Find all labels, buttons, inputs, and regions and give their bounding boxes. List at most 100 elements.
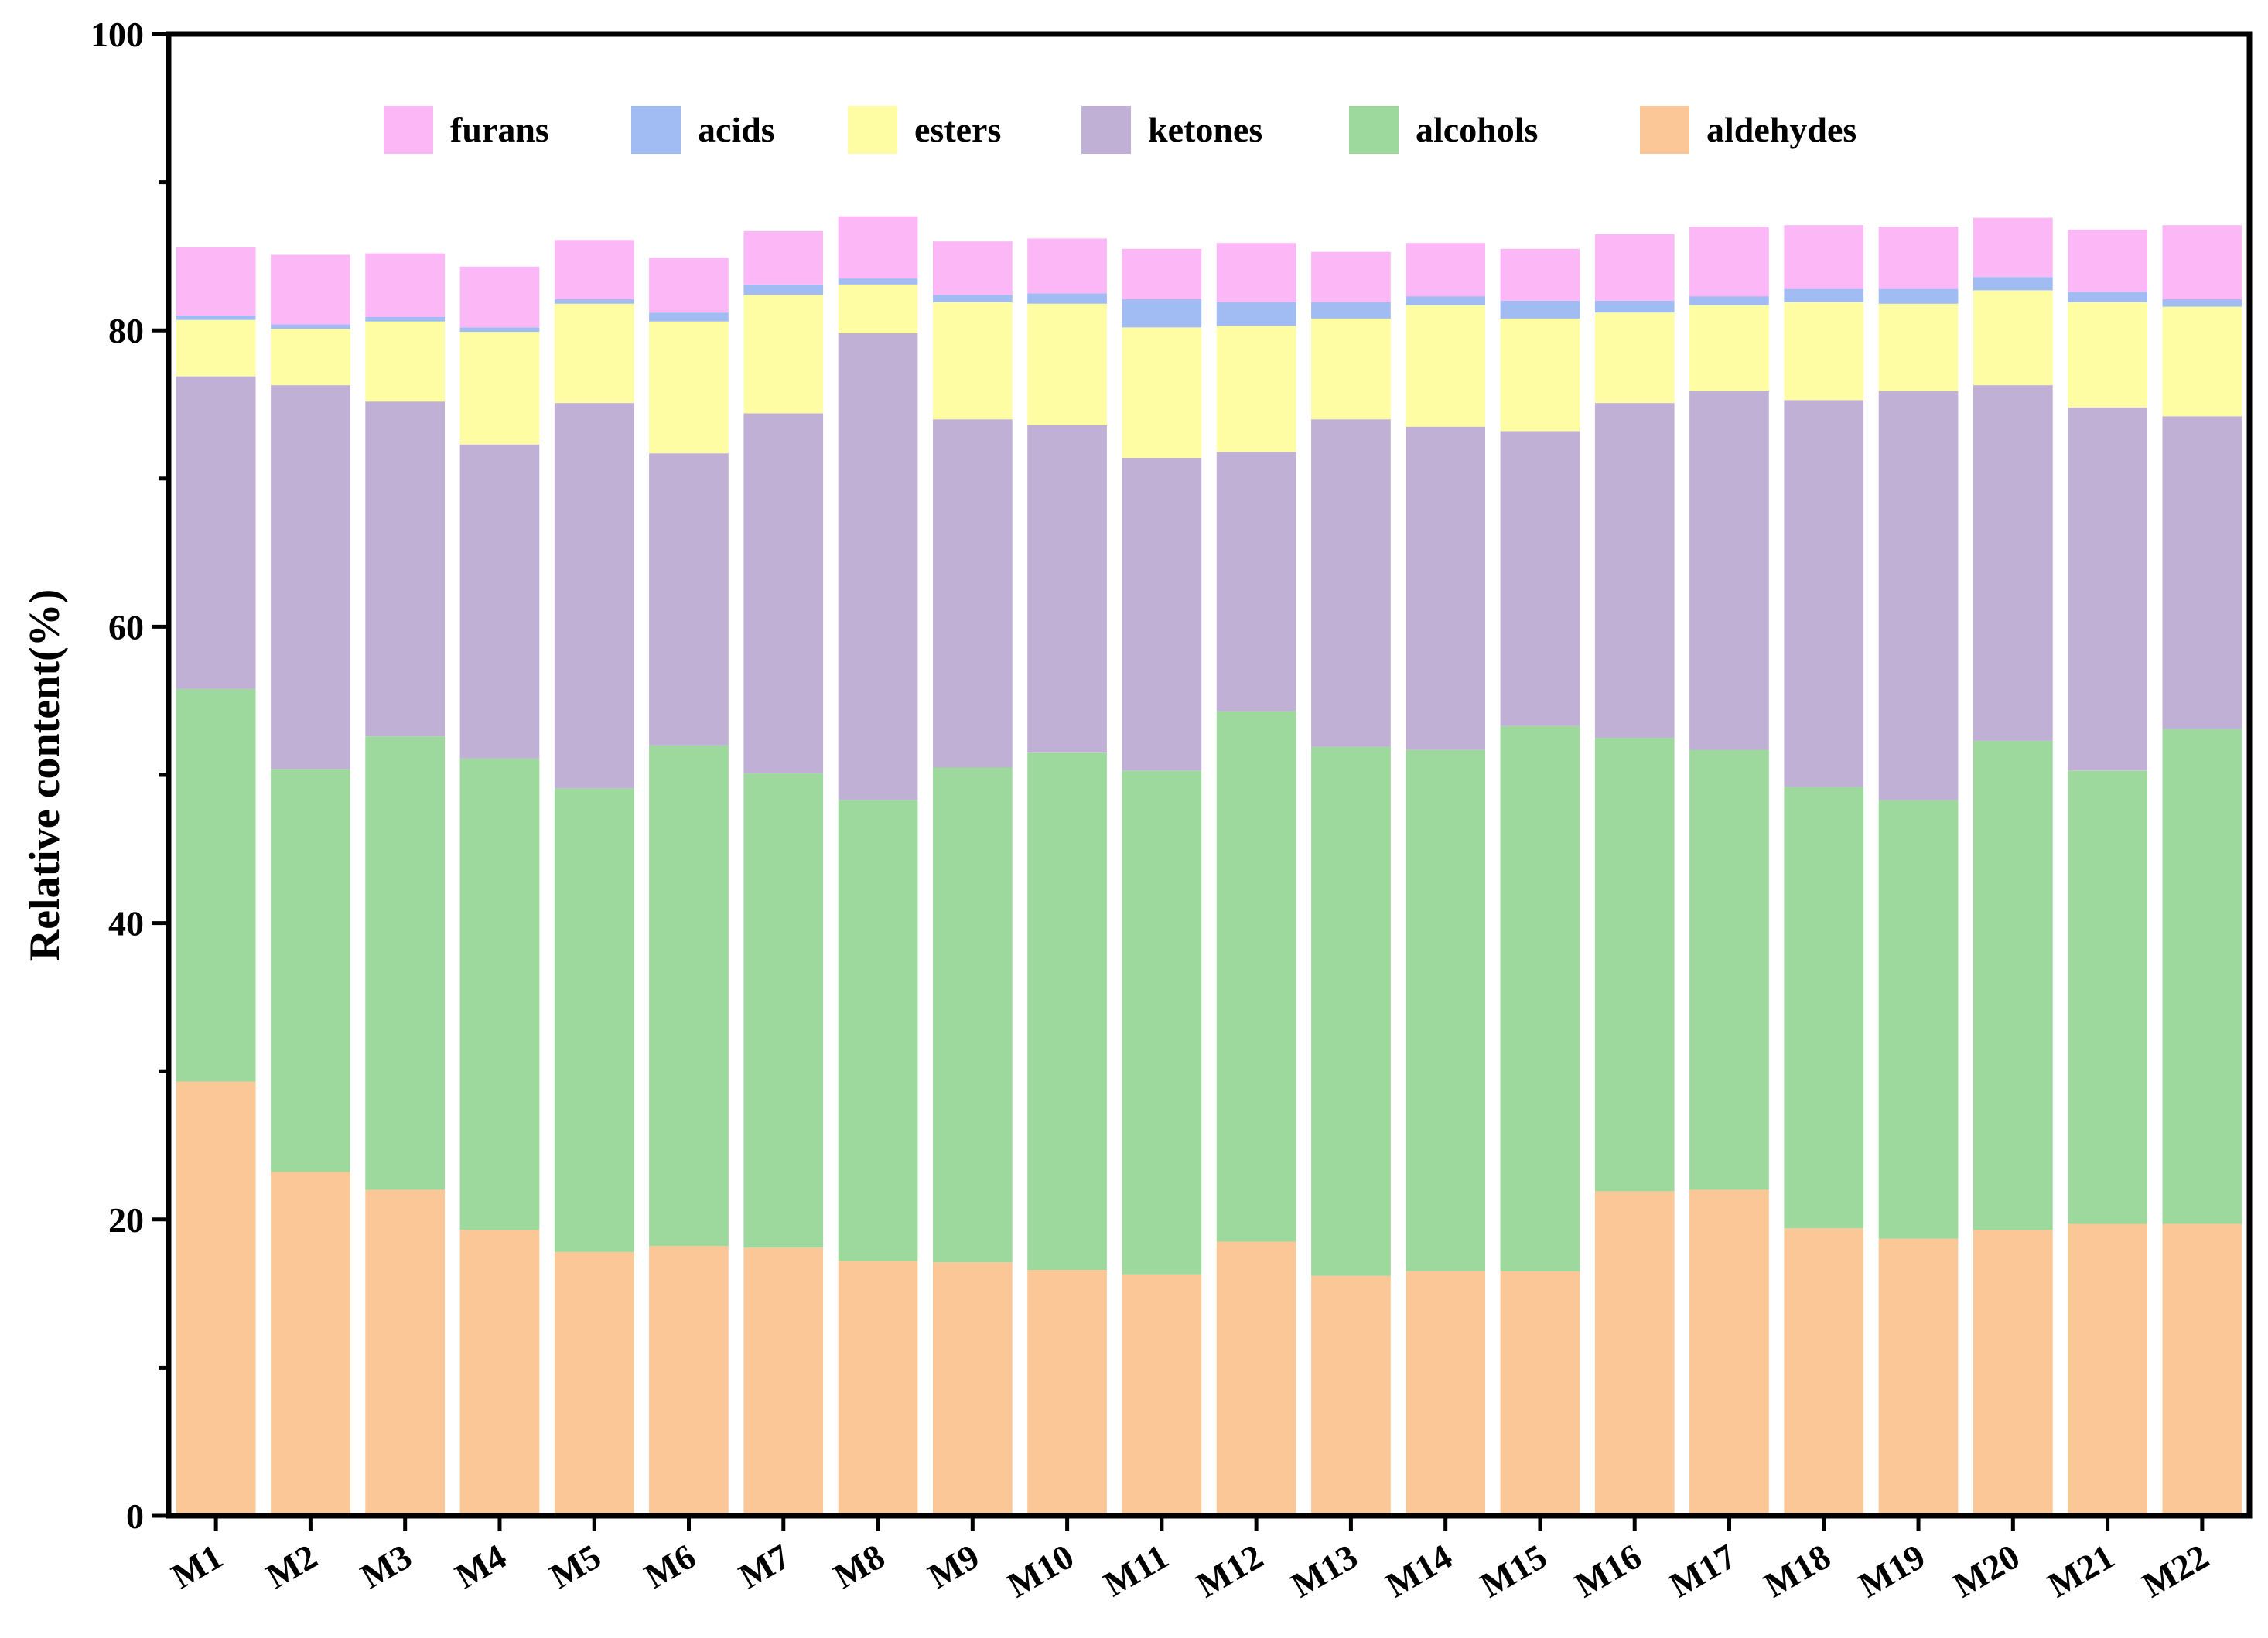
x-tick-label-m22: M22 (2136, 1536, 2215, 1605)
bar-m18-alcohols (1784, 787, 1864, 1229)
bar-m21-acids (2068, 292, 2147, 302)
x-tick-label-m7: M7 (733, 1536, 797, 1595)
bar-m12-aldehydes (1216, 1241, 1296, 1516)
legend-swatch-acids (631, 106, 681, 154)
bar-m17-ketones (1689, 391, 1769, 750)
bar-m16-furans (1594, 234, 1675, 301)
bar-m13-ketones (1311, 419, 1391, 747)
x-tick-label-m1: M1 (165, 1536, 229, 1595)
bar-m4-aldehydes (459, 1230, 540, 1516)
bar-m5-aldehydes (554, 1252, 634, 1516)
bar-m12-esters (1216, 326, 1296, 452)
bar-m16-aldehydes (1594, 1191, 1675, 1516)
bar-m6-esters (649, 321, 729, 454)
bar-m4-acids (459, 327, 540, 333)
bar-m2-aldehydes (271, 1172, 350, 1516)
y-axis-title: Relative content(%) (21, 589, 69, 961)
bar-m1-acids (176, 316, 256, 320)
bar-m12-acids (1216, 302, 1296, 326)
bar-m17-aldehydes (1689, 1189, 1769, 1516)
x-tick-label-m15: M15 (1474, 1536, 1553, 1605)
x-tick-label-m18: M18 (1757, 1536, 1837, 1605)
bar-m8-furans (838, 216, 918, 279)
legend-label-furans: furans (450, 110, 549, 149)
bar-m2-furans (271, 254, 350, 325)
x-tick-label-m11: M11 (1097, 1536, 1175, 1604)
legend-label-alcohols: alcohols (1416, 110, 1538, 149)
bar-m20-acids (1973, 277, 2053, 291)
y-axis: 0 20 40 60 80 100 (91, 15, 169, 1536)
bar-m9-esters (933, 302, 1013, 420)
y-tick-label-60: 60 (108, 607, 144, 647)
legend-swatch-furans (384, 106, 433, 154)
bar-m8-acids (838, 278, 918, 285)
bar-m1-alcohols (176, 688, 256, 1082)
bar-m9-ketones (933, 419, 1013, 768)
x-tick-label-m9: M9 (921, 1536, 985, 1595)
bar-m4-ketones (459, 444, 540, 759)
bar-m8-aldehydes (838, 1261, 918, 1516)
bar-m4-furans (459, 266, 540, 328)
bar-m21-alcohols (2068, 770, 2147, 1224)
bar-m18-ketones (1784, 400, 1864, 787)
bar-m22-aldehydes (2162, 1223, 2242, 1516)
bar-m1-esters (176, 319, 256, 377)
bar-m16-ketones (1594, 403, 1675, 739)
bars-layer (176, 216, 2242, 1516)
bar-m10-aldehydes (1027, 1269, 1107, 1516)
legend-label-aldehydes: aldehydes (1706, 110, 1856, 149)
bar-m14-ketones (1406, 426, 1485, 750)
bar-m10-ketones (1027, 425, 1107, 753)
bar-m20-esters (1973, 290, 2053, 386)
bar-m13-furans (1311, 251, 1391, 302)
bar-m5-furans (554, 240, 634, 299)
bar-m3-furans (365, 253, 445, 317)
bar-m15-esters (1500, 318, 1580, 432)
bar-m14-furans (1406, 243, 1485, 297)
x-tick-label-m10: M10 (1001, 1536, 1081, 1605)
bar-m10-furans (1027, 238, 1107, 294)
bar-m10-esters (1027, 303, 1107, 425)
bar-m22-ketones (2162, 416, 2242, 729)
x-tick-label-m3: M3 (354, 1536, 418, 1595)
bar-m13-aldehydes (1311, 1275, 1391, 1516)
y-tick-label-80: 80 (108, 311, 144, 350)
bar-m3-alcohols (365, 736, 445, 1190)
bar-m14-alcohols (1406, 749, 1485, 1271)
bar-m12-ketones (1216, 452, 1296, 712)
bar-m11-alcohols (1122, 770, 1202, 1275)
bar-m20-alcohols (1973, 740, 2053, 1230)
bar-m16-acids (1594, 300, 1675, 313)
bar-m1-aldehydes (176, 1081, 256, 1516)
bar-m3-esters (365, 321, 445, 402)
bar-m11-aldehydes (1122, 1274, 1202, 1516)
bar-m21-aldehydes (2068, 1223, 2147, 1516)
bar-m19-esters (1878, 303, 1959, 391)
bar-m7-acids (743, 284, 824, 295)
x-tick-label-m13: M13 (1284, 1536, 1364, 1605)
bar-m3-acids (365, 317, 445, 322)
bar-m11-acids (1122, 299, 1202, 328)
bar-m14-esters (1406, 305, 1485, 427)
bar-m12-furans (1216, 243, 1296, 302)
legend-label-esters: esters (914, 110, 1001, 149)
x-tick-label-m5: M5 (543, 1536, 607, 1595)
bar-m6-alcohols (649, 745, 729, 1247)
bar-m17-alcohols (1689, 749, 1769, 1190)
bar-m11-esters (1122, 327, 1202, 458)
bar-m20-ketones (1973, 385, 2053, 741)
bar-m22-alcohols (2162, 729, 2242, 1224)
bar-m16-esters (1594, 312, 1675, 404)
bar-m4-alcohols (459, 758, 540, 1230)
bar-m4-esters (459, 332, 540, 445)
bar-m22-furans (2162, 225, 2242, 299)
bar-m19-furans (1878, 227, 1959, 289)
bar-m19-alcohols (1878, 800, 1959, 1239)
bar-m7-alcohols (743, 773, 824, 1248)
bar-m5-esters (554, 303, 634, 404)
bar-m22-acids (2162, 299, 2242, 307)
bar-m8-ketones (838, 333, 918, 800)
legend-swatch-esters (848, 106, 897, 154)
bar-m13-acids (1311, 302, 1391, 319)
bar-m14-aldehydes (1406, 1271, 1485, 1516)
